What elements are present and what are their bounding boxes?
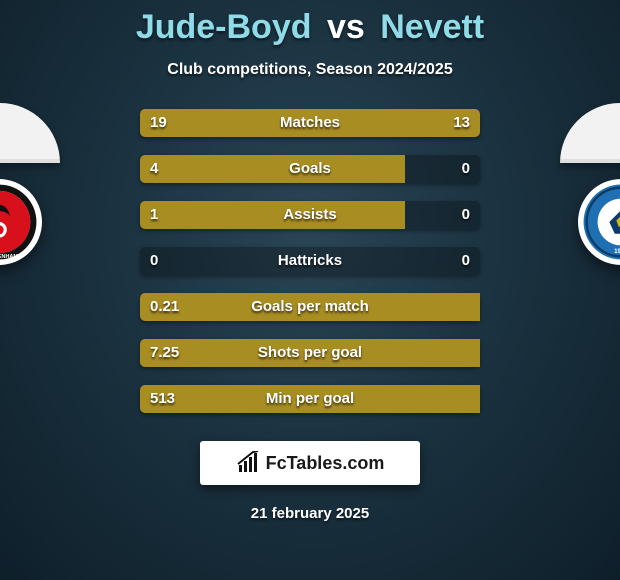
svg-text:CHELTENHAM: CHELTENHAM	[0, 254, 18, 260]
stat-value-left: 513	[140, 385, 185, 413]
stat-bar: 7.25Shots per goal	[140, 339, 480, 367]
crest-right-icon: 1934	[582, 183, 620, 261]
stat-value-left: 7.25	[140, 339, 189, 367]
crest-left-icon: CHELTENHAM	[0, 183, 38, 261]
stat-bar: 10Assists	[140, 201, 480, 229]
stat-value-right: 0	[448, 201, 480, 229]
stat-value-right	[448, 293, 480, 321]
stat-value-left: 4	[140, 155, 172, 183]
player1-club-crest: CHELTENHAM	[0, 179, 42, 265]
player2-club-crest: 1934	[578, 179, 620, 265]
stat-value-left: 1	[140, 201, 172, 229]
stat-value-left: 19	[140, 109, 177, 137]
brand-badge: FcTables.com	[200, 441, 420, 485]
page-title: Jude-Boyd vs Nevett	[0, 0, 620, 47]
stat-value-right	[448, 339, 480, 367]
stat-bar-fill-left	[140, 339, 480, 367]
stat-bar-fill-left	[140, 201, 405, 229]
date-text: 21 february 2025	[0, 505, 620, 522]
stat-value-right: 13	[443, 109, 480, 137]
stat-value-left: 0	[140, 247, 172, 275]
player1-head-silhouette	[0, 103, 60, 163]
stat-bar: 513Min per goal	[140, 385, 480, 413]
stat-value-right: 0	[448, 155, 480, 183]
svg-text:1934: 1934	[614, 248, 620, 255]
stat-bar: 40Goals	[140, 155, 480, 183]
stat-bar-fill-left	[140, 385, 480, 413]
subtitle: Club competitions, Season 2024/2025	[0, 61, 620, 79]
player1-name: Jude-Boyd	[136, 8, 312, 46]
stat-value-right	[448, 385, 480, 413]
stat-value-right: 0	[448, 247, 480, 275]
vs-label: vs	[327, 8, 365, 46]
stat-bar-fill-left	[140, 155, 405, 183]
stat-bar: 0.21Goals per match	[140, 293, 480, 321]
stat-bar-fill-left	[140, 293, 480, 321]
stat-bar: 1913Matches	[140, 109, 480, 137]
stat-value-left: 0.21	[140, 293, 189, 321]
player2-head-silhouette	[560, 103, 620, 163]
player2-name: Nevett	[380, 8, 484, 46]
brand-chart-icon	[236, 451, 260, 475]
stat-label: Hattricks	[140, 247, 480, 275]
stat-bars: 1913Matches40Goals10Assists00Hattricks0.…	[140, 109, 480, 413]
stat-bar: 0 0Hattricks	[140, 247, 480, 275]
comparison-arena: CHELTENHAM 1934 1913Matches40Goals10Assi…	[0, 109, 620, 413]
brand-text: FcTables.com	[266, 453, 385, 474]
